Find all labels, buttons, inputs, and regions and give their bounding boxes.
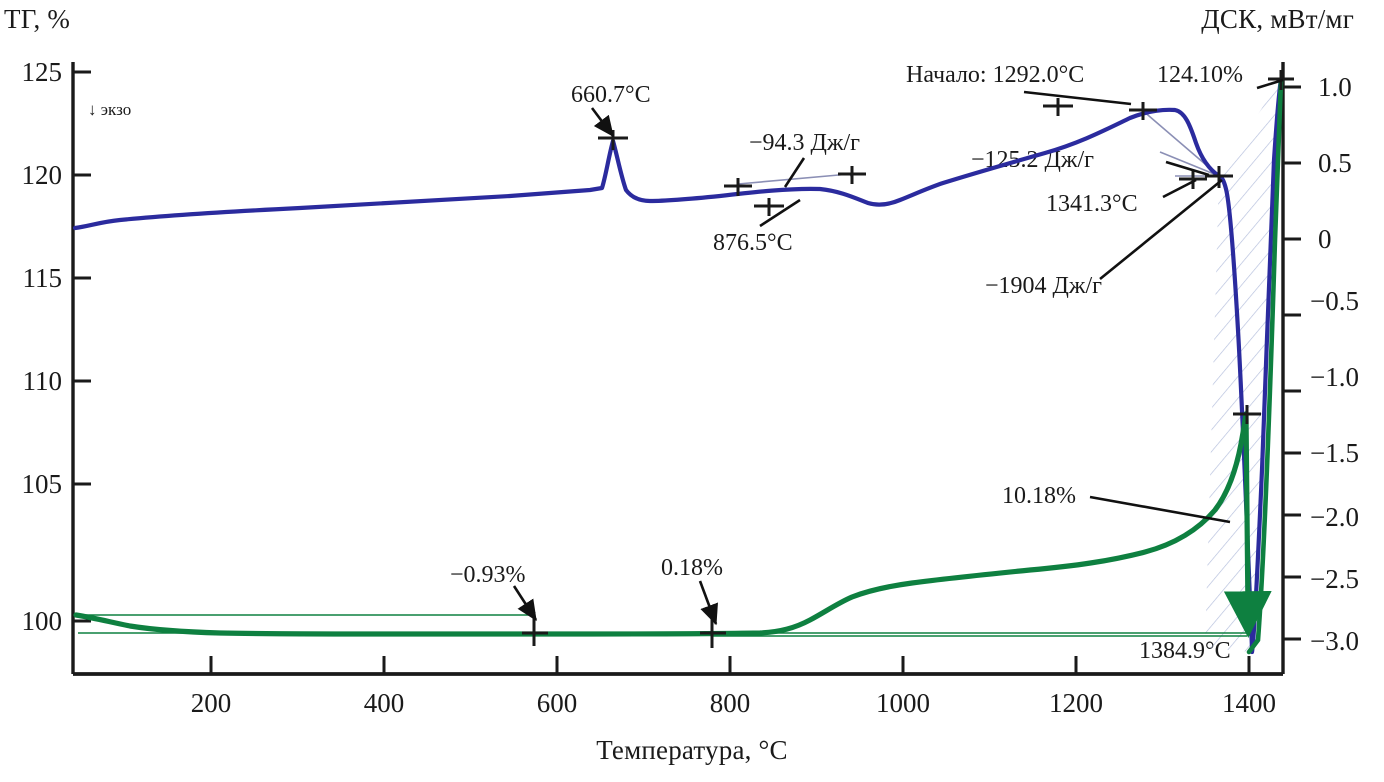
x-tick-400: 400 <box>363 688 405 718</box>
right-tick-neg1-5: −1.5 <box>1310 438 1359 468</box>
left-tick-115: 115 <box>22 263 63 293</box>
annotation-mass-124: 124.10% <box>1157 62 1243 88</box>
leader-peak-876 <box>759 198 801 228</box>
melting-peak-hatch-area <box>1205 78 1281 652</box>
left-tick-100: 100 <box>21 606 63 636</box>
leader-peak-1341 <box>1162 178 1197 199</box>
exo-direction-note: ↓ экзо <box>88 100 132 119</box>
x-tick-600: 600 <box>536 688 578 718</box>
x-axis-ticks <box>209 656 1251 674</box>
right-tick-1-0: 1.0 <box>1318 72 1352 102</box>
right-tick-neg0-5: −0.5 <box>1310 286 1359 316</box>
leader-mass-1018 <box>1089 495 1231 524</box>
left-tick-125: 125 <box>21 57 63 87</box>
right-tick-0-5: 0.5 <box>1318 148 1352 178</box>
axes-frame <box>71 62 1285 676</box>
right-tick-0: 0 <box>1318 224 1332 254</box>
annotation-peak-660: 660.7°C <box>571 82 651 108</box>
right-axis-ticks <box>1283 85 1301 641</box>
left-axis-ticks <box>73 70 91 623</box>
annotation-enthalpy-94: −94.3 Дж/г <box>749 130 860 156</box>
right-tick-neg2-0: −2.0 <box>1310 502 1359 532</box>
dsc-curve <box>72 76 1284 655</box>
leader-onset-1292 <box>1023 90 1132 106</box>
x-axis-title: Температура, °C <box>596 735 788 765</box>
left-tick-110: 110 <box>22 366 63 396</box>
x-tick-200: 200 <box>190 688 232 718</box>
x-tick-1400: 1400 <box>1222 688 1276 718</box>
x-tick-1000: 1000 <box>876 688 930 718</box>
leader-enthalpy-94 <box>783 157 806 188</box>
annotation-mass-loss-093: −0.93% <box>450 562 526 588</box>
leader-mass-124 <box>1256 78 1284 90</box>
right-axis-title: ДСК, мВт/мг <box>1201 4 1354 34</box>
tg-curve <box>73 77 1284 655</box>
annotation-enthalpy-1904: −1904 Дж/г <box>985 273 1102 299</box>
annotation-mass-018: 0.18% <box>661 555 723 581</box>
annotation-mass-1018: 10.18% <box>1002 483 1076 509</box>
annotation-peak-876: 876.5°C <box>713 230 793 256</box>
x-tick-800: 800 <box>709 688 751 718</box>
annotation-onset-1292: Начало: 1292.0°C <box>906 62 1085 88</box>
x-tick-1200: 1200 <box>1049 688 1103 718</box>
leader-enthalpy-1904 <box>1099 178 1223 281</box>
leader-mass-018 <box>698 580 718 626</box>
leader-mass-loss-093 <box>512 585 538 622</box>
left-tick-120: 120 <box>21 160 63 190</box>
right-tick-neg1-0: −1.0 <box>1310 362 1359 392</box>
annotation-leader-lines <box>512 78 1284 626</box>
curve-measurement-markers <box>522 70 1294 648</box>
right-tick-neg3-0: −3.0 <box>1310 626 1359 656</box>
leader-peak-660 <box>590 107 615 138</box>
right-tick-neg2-5: −2.5 <box>1310 564 1359 594</box>
left-tick-105: 105 <box>21 469 63 499</box>
left-axis-title: ТГ, % <box>4 4 71 34</box>
annotation-peak-1341: 1341.3°C <box>1046 191 1138 217</box>
leader-enthalpy-125 <box>1165 160 1210 177</box>
